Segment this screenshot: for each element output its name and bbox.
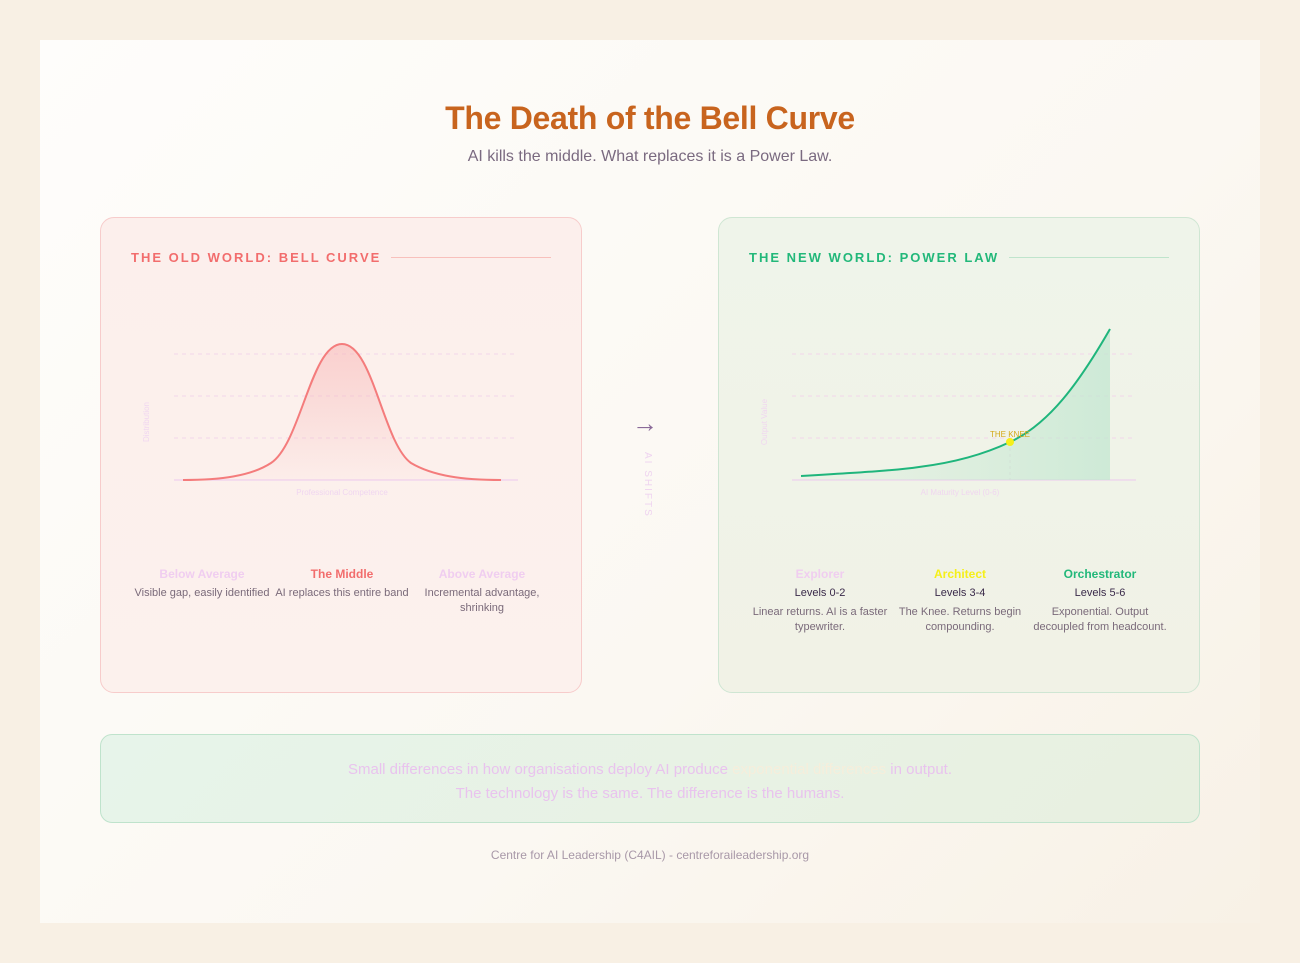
y-axis-label: Output Value [760,398,769,445]
banner-text: in output. [886,761,952,778]
old-world-panel: THE OLD WORLD: BELL CURVE Distribution P… [100,217,582,693]
old-world-heading-text: THE OLD WORLD: BELL CURVE [131,250,382,265]
column-explorer: Explorer Levels 0-2 Linear returns. AI is … [750,567,890,635]
column-above-average: Above Average Incremental advantage, shri… [412,567,552,616]
column-title: Orchestrator [1063,567,1137,581]
conclusion-banner: Small differences in how organisations d… [100,734,1200,823]
page-subtitle: AI kills the middle. What replaces it is… [467,148,833,165]
column-title: Above Average [438,567,526,581]
arrow-right-icon: → [632,408,658,438]
power-area [801,329,1110,480]
knee-label: THE KNEE [990,430,1030,439]
new-world-heading: THE NEW WORLD: POWER LAW [749,250,1169,265]
column-text: Exponential. Output decoupled from headc… [1033,606,1167,633]
old-world-heading: THE OLD WORLD: BELL CURVE [131,250,551,265]
banner-text: Small differences in how organisations d… [347,761,733,778]
column-text: The Knee. Returns begin compounding. [898,606,1022,633]
footer-credit: Centre for AI Leadership (C4AIL) - centr… [490,848,810,862]
power-law-chart: THE KNEE Output Value AI Maturity Level … [760,328,1136,497]
column-text: Incremental advantage, shrinking [424,587,540,614]
page-title: The Death of the Bell Curve [445,100,855,136]
banner-highlight: exponential differences [732,761,887,778]
column-levels: Levels 5-6 [1074,587,1126,599]
gridlines [792,353,1136,439]
column-below-average: Below Average Visible gap, easily identif… [132,567,272,601]
column-orchestrator: Orchestrator Levels 5-6 Exponential. Outpu… [1030,567,1170,635]
x-axis-label: Professional Competence [296,488,388,497]
column-architect: Architect Levels 3-4 The Knee. Returns beg… [890,567,1030,635]
column-text: Visible gap, easily identified [134,587,270,599]
ai-shifts-label: AI SHIFTS [642,452,653,518]
column-text: AI replaces this entire band [275,587,409,599]
banner-line-2: The technology is the same. The differen… [455,785,845,802]
new-world-panel: THE NEW WORLD: POWER LAW THE KNEE Output… [718,217,1200,693]
x-axis-label: AI Maturity Level (0-6) [921,488,1000,497]
power-curve-line [800,328,1111,477]
column-title: Below Average [159,567,245,581]
y-axis-label: Distribution [142,402,151,442]
column-title: Explorer [795,567,845,581]
new-world-heading-text: THE NEW WORLD: POWER LAW [749,250,1000,265]
column-title: Architect [933,567,986,581]
column-title: The Middle [310,567,374,581]
knee-point [1006,438,1014,446]
bell-curve-line [182,342,502,481]
bell-curve-chart: Distribution Professional Competence [142,342,518,497]
heading-divider [1009,257,1169,258]
bell-area [183,344,501,480]
column-the-middle: The Middle AI replaces this entire band [272,567,412,601]
column-levels: Levels 3-4 [934,587,986,599]
column-levels: Levels 0-2 [794,587,846,599]
banner-line-1: Small differences in how organisations d… [101,758,1199,782]
heading-divider [391,257,551,258]
column-text: Linear returns. AI is a faster typewrite… [752,606,888,633]
